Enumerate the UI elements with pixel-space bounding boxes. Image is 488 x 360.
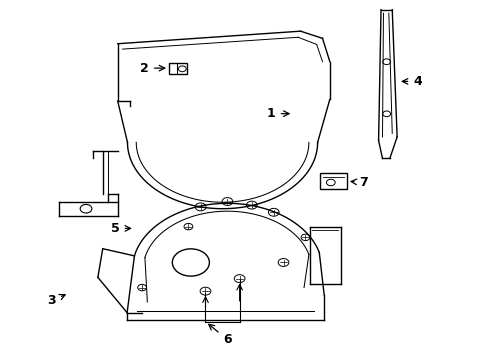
- Text: 3: 3: [47, 294, 65, 307]
- Text: 6: 6: [208, 324, 231, 346]
- Text: 1: 1: [266, 107, 288, 120]
- Text: 5: 5: [111, 222, 130, 235]
- Bar: [320, 173, 346, 189]
- Text: 4: 4: [402, 75, 421, 88]
- Text: 2: 2: [140, 62, 164, 75]
- Text: 7: 7: [350, 176, 367, 189]
- Bar: [168, 63, 187, 74]
